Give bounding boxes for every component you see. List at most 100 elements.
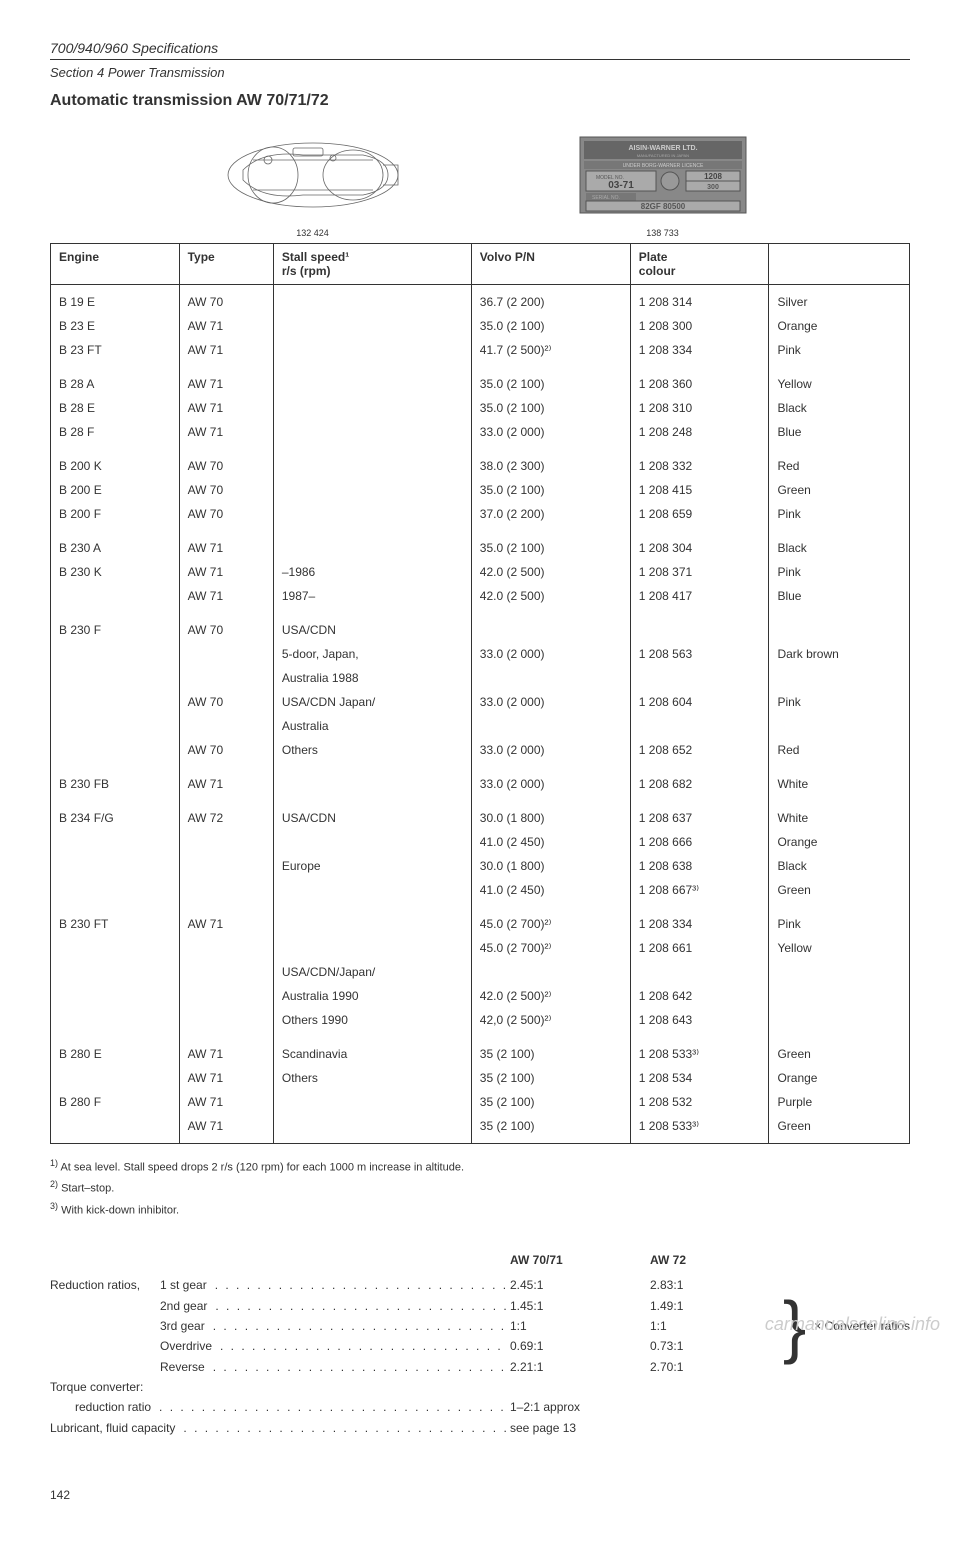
cell-stall: 5-door, Japan, [273,642,471,666]
table-row: 45.0 (2 700)²⁾1 208 661Yellow [51,936,910,960]
reduction-ratio-val: 1–2:1 approx [510,1397,650,1417]
ratios-col1: AW 70/71 [510,1250,650,1270]
cell-engine [51,690,180,714]
cell-stall [273,478,471,502]
cell-pn: 1 208 652 [630,738,769,767]
cell-engine: B 19 E [51,285,180,315]
table-row: 5-door, Japan,33.0 (2 000)1 208 563Dark … [51,642,910,666]
cell-volvo: 33.0 (2 000) [471,420,630,449]
cell-engine [51,984,180,1008]
cell-engine: B 230 F [51,613,180,642]
cell-type: AW 71 [179,560,273,584]
ratio-v1: 1:1 [510,1316,650,1336]
table-row: B 230 FBAW 7133.0 (2 000)1 208 682White [51,767,910,801]
cell-colour: Black [769,396,910,420]
cell-volvo: 42.0 (2 500) [471,584,630,613]
cell-engine [51,936,180,960]
table-row: Others 199042,0 (2 500)²⁾1 208 643 [51,1008,910,1037]
th-volvo: Volvo P/N [471,244,630,285]
svg-text:SERIAL NO.: SERIAL NO. [592,195,620,201]
cell-volvo: 35 (2 100) [471,1090,630,1114]
cell-type [179,854,273,878]
cell-volvo: 42.0 (2 500)²⁾ [471,984,630,1008]
ratio-label [50,1296,160,1316]
cell-colour: Green [769,478,910,502]
table-row: B 23 EAW 7135.0 (2 100)1 208 300Orange [51,314,910,338]
cell-engine: B 200 F [51,502,180,531]
cell-stall [273,449,471,478]
cell-stall: –1986 [273,560,471,584]
cell-engine: B 230 FB [51,767,180,801]
cell-stall [273,338,471,367]
cell-volvo: 35.0 (2 100) [471,314,630,338]
cell-colour [769,666,910,690]
cell-colour: Green [769,1114,910,1144]
svg-text:MANUFACTURED IN JAPAN: MANUFACTURED IN JAPAN [636,153,688,158]
cell-colour: Red [769,449,910,478]
cell-stall [273,531,471,560]
table-row: USA/CDN/Japan/ [51,960,910,984]
lubricant-label: Lubricant, fluid capacity [50,1421,178,1435]
cell-stall: Others [273,1066,471,1090]
cell-volvo: 45.0 (2 700)²⁾ [471,936,630,960]
cell-volvo [471,666,630,690]
cell-engine: B 200 K [51,449,180,478]
cell-engine [51,666,180,690]
svg-text:AISIN-WARNER LTD.: AISIN-WARNER LTD. [628,145,697,152]
cell-stall [273,830,471,854]
cell-pn: 1 208 415 [630,478,769,502]
cell-volvo: 35 (2 100) [471,1066,630,1090]
gear-name: Reverse [160,1357,510,1377]
cell-pn: 1 208 638 [630,854,769,878]
svg-text:03-71: 03-71 [608,180,634,191]
table-row: Australia 1988 [51,666,910,690]
cell-pn: 1 208 300 [630,314,769,338]
transmission-drawing [213,130,413,220]
cell-volvo: 37.0 (2 200) [471,502,630,531]
cell-colour: Black [769,854,910,878]
cell-engine [51,830,180,854]
cell-stall [273,367,471,396]
table-row: B 23 FTAW 7141.7 (2 500)²⁾1 208 334Pink [51,338,910,367]
cell-type [179,984,273,1008]
cell-volvo: 30.0 (1 800) [471,854,630,878]
torque-converter-label: Torque converter: [50,1377,910,1397]
cell-engine [51,714,180,738]
cell-stall [273,767,471,801]
table-row: B 230 FAW 70USA/CDN [51,613,910,642]
cell-type: AW 70 [179,449,273,478]
section-title: Section 4 Power Transmission [50,65,910,80]
ratio-row: Reverse2.21:12.70:1 [50,1357,783,1377]
cell-pn: 1 208 334 [630,907,769,936]
lubricant-val: see page 13 [510,1418,650,1438]
cell-colour: Pink [769,502,910,531]
cell-type: AW 71 [179,367,273,396]
cell-volvo: 35.0 (2 100) [471,478,630,502]
cell-type: AW 70 [179,478,273,502]
table-row: AW 70Others33.0 (2 000)1 208 652Red [51,738,910,767]
cell-pn [630,613,769,642]
cell-pn: 1 208 666 [630,830,769,854]
cell-stall: Australia [273,714,471,738]
cell-stall [273,1114,471,1144]
svg-text:300: 300 [707,184,719,191]
cell-engine: B 230 A [51,531,180,560]
ratio-label: Reduction ratios, [50,1275,160,1295]
cell-pn: 1 208 637 [630,801,769,830]
cell-colour: Yellow [769,367,910,396]
cell-colour: White [769,767,910,801]
cell-type: AW 71 [179,1066,273,1090]
cell-engine [51,584,180,613]
cell-type: AW 70 [179,738,273,767]
cell-stall: Others 1990 [273,1008,471,1037]
cell-colour: Yellow [769,936,910,960]
cell-engine: B 234 F/G [51,801,180,830]
ratio-row: Reduction ratios,1 st gear2.45:12.83:1 [50,1275,783,1295]
cell-stall [273,936,471,960]
cell-volvo: 30.0 (1 800) [471,801,630,830]
caption-right: 138 733 [578,228,748,238]
table-row: B 28 FAW 7133.0 (2 000)1 208 248Blue [51,420,910,449]
cell-engine: B 230 FT [51,907,180,936]
cell-volvo [471,613,630,642]
cell-stall [273,420,471,449]
